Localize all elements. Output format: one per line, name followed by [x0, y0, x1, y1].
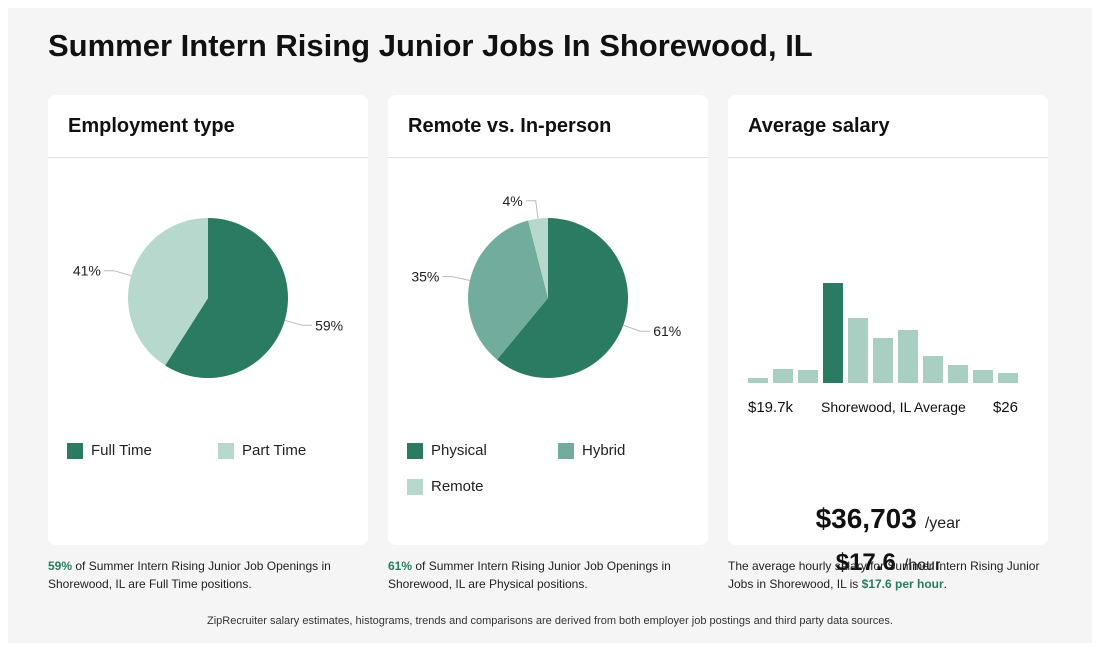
histogram-bar [773, 369, 793, 383]
salary-hourly-value: $17.6 [835, 549, 896, 576]
employment-type-body: 59% 41% Full Time Part Time [48, 159, 368, 545]
histogram-bar [798, 370, 818, 383]
histogram-bar [848, 318, 868, 383]
pie-leader-line [525, 200, 539, 219]
salary-yearly: $36,703/year [728, 503, 1048, 535]
pie-slice-remote [528, 218, 548, 298]
pie-leader-line [284, 319, 313, 326]
average-salary-card: Average salary $19.7k Shorewood, IL Avera… [728, 95, 1048, 576]
salary-yearly-unit: /year [924, 515, 961, 532]
pie-label-remote: 4% [502, 193, 522, 209]
histogram-high-label: $26 [993, 399, 1018, 416]
salary-histogram: $19.7k Shorewood, IL Average $26 [748, 283, 1018, 416]
pie-label-full-time: 59% [315, 317, 343, 333]
remote-card: Remote vs. In-person 61% 35% 4% Physical H… [388, 95, 708, 545]
pie-slice-physical [497, 218, 629, 378]
salary-caption-end: . [943, 577, 948, 591]
legend-label: Full Time [91, 442, 152, 459]
legend-swatch-part-time [218, 442, 234, 459]
legend-hybrid: Hybrid [558, 442, 625, 459]
histogram-bar [998, 373, 1018, 383]
employment-caption-pct: 59% [48, 559, 73, 573]
pie-slice-part-time [127, 218, 208, 366]
employment-caption: 59% of Summer Intern Rising Junior Job O… [48, 557, 378, 593]
legend-remote: Remote [407, 478, 484, 495]
legend-full-time: Full Time [67, 442, 152, 459]
employment-caption-text: of Summer Intern Rising Junior Job Openi… [48, 559, 331, 591]
remote-caption-text: of Summer Intern Rising Junior Job Openi… [388, 559, 671, 591]
legend-swatch-hybrid [558, 442, 574, 459]
legend-label: Part Time [242, 442, 307, 459]
salary-caption: The average hourly salary for Summer Int… [728, 557, 1053, 593]
pie-label-part-time: 41% [73, 263, 101, 279]
salary-caption-text: The average hourly salary for Summer Int… [728, 559, 1040, 591]
remote-caption-pct: 61% [388, 559, 413, 573]
remote-pie-chart: 61% 35% 4% [411, 193, 681, 378]
pie-leader-line [623, 324, 651, 332]
remote-title: Remote vs. In-person [388, 95, 708, 158]
histogram-bar [898, 330, 918, 383]
remote-body: 61% 35% 4% Physical Hybrid Remote [388, 159, 708, 545]
histogram-average-label: Shorewood, IL Average [821, 399, 966, 415]
legend-swatch-full-time [67, 442, 83, 459]
salary-caption-value: $17.6 per hour [861, 577, 944, 591]
average-salary-title: Average salary [728, 95, 1048, 158]
legend-label: Remote [431, 478, 484, 495]
histogram-bar [873, 338, 893, 383]
salary-hourly: $17.6/hour [728, 549, 1048, 577]
salary-hourly-unit: /hour [903, 557, 941, 574]
employment-type-card: Employment type 59% 41% Full Time Part Ti… [48, 95, 368, 545]
pie-label-physical: 61% [653, 323, 681, 339]
histogram-bar [973, 370, 993, 383]
legend-swatch-physical [407, 442, 423, 459]
histogram-low-label: $19.7k [748, 399, 794, 416]
pie-leader-line [103, 270, 132, 277]
average-salary-body: $19.7k Shorewood, IL Average $26 $36,703/y… [728, 159, 1048, 576]
histogram-bar [948, 365, 968, 383]
legend-part-time: Part Time [218, 442, 306, 459]
pie-slice-hybrid [467, 220, 548, 360]
pie-label-hybrid: 35% [411, 269, 439, 285]
employment-pie-chart: 59% 41% [73, 218, 343, 378]
legend-label: Hybrid [582, 442, 626, 459]
histogram-bar [923, 356, 943, 383]
page-title: Summer Intern Rising Junior Jobs In Shor… [48, 28, 813, 63]
pie-slice-full-time [165, 218, 288, 378]
legend-swatch-remote [407, 478, 423, 495]
footer-note: ZipRecruiter salary estimates, histogram… [207, 615, 893, 627]
remote-caption: 61% of Summer Intern Rising Junior Job O… [388, 557, 718, 593]
histogram-bar [748, 378, 768, 383]
histogram-bar-highlight [823, 283, 843, 383]
legend-physical: Physical [407, 442, 487, 459]
pie-leader-line [442, 276, 471, 281]
salary-yearly-value: $36,703 [815, 503, 917, 534]
employment-type-title: Employment type [48, 95, 368, 158]
legend-label: Physical [431, 442, 487, 459]
